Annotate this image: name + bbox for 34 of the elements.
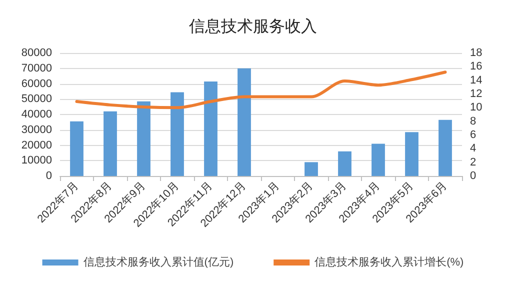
bar xyxy=(405,132,418,176)
bar xyxy=(104,111,117,176)
y2-tick-label: 18 xyxy=(470,47,482,59)
bar xyxy=(137,101,150,176)
y-tick-label: 70000 xyxy=(21,62,52,74)
y-tick-label: 20000 xyxy=(21,139,52,152)
chart-title: 信息技术服务收入 xyxy=(189,18,317,36)
y-tick-label: 0 xyxy=(46,170,52,182)
bar xyxy=(204,81,218,176)
y-tick-label: 60000 xyxy=(21,78,52,90)
bar xyxy=(338,151,352,176)
y2-tick-label: 16 xyxy=(470,60,482,73)
y-tick-label: 80000 xyxy=(21,47,52,59)
y-tick-label: 40000 xyxy=(21,108,52,120)
bar xyxy=(304,162,318,176)
y2-tick-label: 12 xyxy=(470,88,482,100)
y-tick-label: 10000 xyxy=(21,154,52,167)
y2-tick-label: 8 xyxy=(470,115,476,128)
bar xyxy=(372,144,385,176)
bar xyxy=(238,68,251,176)
legend-label: 信息技术服务收入累计增长(%) xyxy=(314,256,464,268)
y2-tick-label: 4 xyxy=(470,142,476,155)
y2-tick-label: 10 xyxy=(470,102,482,114)
y-tick-label: 30000 xyxy=(21,124,52,136)
bar xyxy=(170,92,184,176)
y2-tick-label: 14 xyxy=(470,74,482,86)
y2-tick-label: 2 xyxy=(470,156,476,168)
legend-label: 信息技术服务收入累计值(亿元) xyxy=(83,256,234,268)
bar xyxy=(438,120,452,176)
line-series xyxy=(75,70,447,110)
y-tick-label: 50000 xyxy=(21,93,52,106)
bar xyxy=(70,121,84,176)
y2-tick-label: 0 xyxy=(470,170,476,182)
y2-tick-label: 6 xyxy=(470,129,476,141)
